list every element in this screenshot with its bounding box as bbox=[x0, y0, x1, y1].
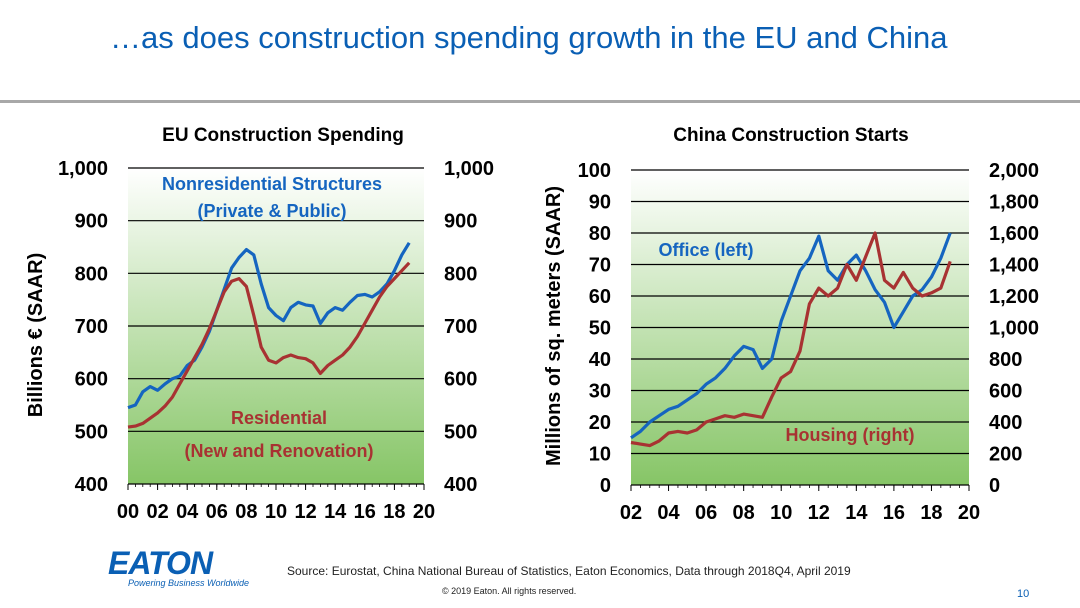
y-tick-label-left: 90 bbox=[589, 192, 611, 214]
y-tick-label-right: 1,200 bbox=[989, 286, 1039, 308]
x-tick-label: 18 bbox=[383, 501, 405, 523]
x-tick-label: 06 bbox=[695, 502, 717, 524]
y-tick-label-left: 500 bbox=[75, 421, 108, 443]
x-tick-label: 16 bbox=[883, 502, 905, 524]
y-tick-label-left: 0 bbox=[600, 475, 611, 497]
eu-chart-title: EU Construction Spending bbox=[162, 125, 404, 146]
y-tick-label-right: 1,800 bbox=[989, 192, 1039, 214]
y-tick-label-left: 700 bbox=[75, 316, 108, 338]
china-x-axis: 02 04 06 08 10 12 14 16 18 20 bbox=[620, 502, 980, 524]
y-tick-label-right: 400 bbox=[444, 474, 477, 496]
y-tick-label-right: 900 bbox=[444, 211, 477, 233]
china-series-lines bbox=[630, 231, 952, 448]
eaton-logo: EATON Powering Business Worldwide bbox=[108, 545, 250, 592]
x-tick-label: 10 bbox=[770, 502, 792, 524]
china-y-axis-left: 0 10 20 30 40 50 60 70 80 90 100 bbox=[578, 160, 611, 497]
china-annotation-housing: Housing (right) bbox=[786, 425, 915, 445]
eu-y-axis-title: Billions € (SAAR) bbox=[25, 253, 47, 417]
china-chart: China Construction Starts 0 10 20 30 40 50 60 7… bbox=[543, 125, 1039, 524]
y-tick-label-left: 10 bbox=[589, 444, 611, 466]
x-tick-label: 20 bbox=[958, 502, 980, 524]
y-tick-label-left: 900 bbox=[75, 211, 108, 233]
y-tick-label-right: 2,000 bbox=[989, 160, 1039, 182]
title-divider bbox=[0, 100, 1080, 103]
y-tick-label-right: 600 bbox=[989, 381, 1022, 403]
series-line-1 bbox=[630, 232, 952, 440]
y-tick-label-right: 500 bbox=[444, 421, 477, 443]
y-tick-label-right: 1,400 bbox=[989, 255, 1039, 277]
series-line-2 bbox=[630, 231, 952, 448]
y-tick-label-right: 1,000 bbox=[989, 318, 1039, 340]
x-tick-label: 02 bbox=[146, 501, 168, 523]
series-line-1 bbox=[127, 241, 411, 410]
eu-series-lines bbox=[127, 241, 411, 429]
y-tick-label-left: 100 bbox=[578, 160, 611, 182]
x-tick-label: 12 bbox=[294, 501, 316, 523]
y-tick-label-left: 600 bbox=[75, 369, 108, 391]
x-tick-label: 14 bbox=[324, 501, 347, 523]
x-tick-label: 04 bbox=[657, 502, 680, 524]
x-tick-label: 08 bbox=[235, 501, 257, 523]
y-tick-label-right: 800 bbox=[444, 263, 477, 285]
y-tick-label-right: 1,600 bbox=[989, 223, 1039, 245]
x-tick-label: 04 bbox=[176, 501, 199, 523]
logo-wordmark: EATON bbox=[108, 545, 213, 581]
x-tick-label: 10 bbox=[265, 501, 287, 523]
source-note: Source: Eurostat, China National Bureau … bbox=[287, 564, 851, 578]
y-tick-label-left: 30 bbox=[589, 381, 611, 403]
y-tick-label-left: 1,000 bbox=[58, 158, 108, 180]
x-tick-label: 16 bbox=[354, 501, 376, 523]
y-tick-label-left: 50 bbox=[589, 318, 611, 340]
y-tick-label-right: 1,000 bbox=[444, 158, 494, 180]
x-tick-label: 02 bbox=[620, 502, 642, 524]
x-tick-label: 12 bbox=[808, 502, 830, 524]
y-tick-label-right: 200 bbox=[989, 444, 1022, 466]
slide-title: …as does construction spending growth in… bbox=[110, 20, 948, 55]
x-tick-label: 06 bbox=[206, 501, 228, 523]
eu-chart: EU Construction Spending 400 500 600 700 800… bbox=[25, 125, 494, 523]
logo-tagline: Powering Business Worldwide bbox=[128, 578, 250, 588]
y-tick-label-left: 60 bbox=[589, 286, 611, 308]
eu-annotation-res-sub: (New and Renovation) bbox=[184, 441, 373, 461]
y-tick-label-left: 80 bbox=[589, 223, 611, 245]
y-tick-label-left: 400 bbox=[75, 474, 108, 496]
y-tick-label-left: 800 bbox=[75, 263, 108, 285]
x-tick-label: 14 bbox=[845, 502, 868, 524]
eu-gridlines bbox=[127, 167, 425, 490]
copyright-note: © 2019 Eaton. All rights reserved. bbox=[442, 586, 577, 596]
series-line-2 bbox=[127, 261, 411, 429]
eu-x-axis: 00 02 04 06 08 10 12 14 16 18 20 bbox=[117, 501, 435, 523]
x-tick-label: 00 bbox=[117, 501, 139, 523]
page-number: 10 bbox=[1017, 588, 1030, 600]
y-tick-label-right: 600 bbox=[444, 369, 477, 391]
eu-annotation-nonres: Nonresidential Structures bbox=[162, 174, 382, 194]
y-tick-label-right: 400 bbox=[989, 412, 1022, 434]
china-chart-title: China Construction Starts bbox=[673, 125, 908, 146]
y-tick-label-left: 40 bbox=[589, 349, 611, 371]
y-tick-label-left: 70 bbox=[589, 255, 611, 277]
eu-annotation-nonres-sub: (Private & Public) bbox=[197, 201, 346, 221]
y-tick-label-right: 700 bbox=[444, 316, 477, 338]
y-tick-label-left: 20 bbox=[589, 412, 611, 434]
china-y-axis-title: Millions of sq. meters (SAAR) bbox=[543, 186, 565, 466]
y-tick-label-right: 800 bbox=[989, 349, 1022, 371]
china-annotation-office: Office (left) bbox=[658, 240, 753, 260]
x-tick-label: 18 bbox=[920, 502, 942, 524]
x-tick-label: 20 bbox=[413, 501, 435, 523]
eu-annotation-res: Residential bbox=[231, 408, 327, 428]
y-tick-label-right: 0 bbox=[989, 475, 1000, 497]
eu-y-axis-left: 400 500 600 700 800 900 1,000 bbox=[58, 158, 108, 496]
china-y-axis-right: 0 200 400 600 800 1,000 1,200 1,400 1,600 1,800 2,… bbox=[989, 160, 1039, 497]
eu-y-axis-right: 400 500 600 700 800 900 1,000 bbox=[444, 158, 494, 496]
x-tick-label: 08 bbox=[733, 502, 755, 524]
